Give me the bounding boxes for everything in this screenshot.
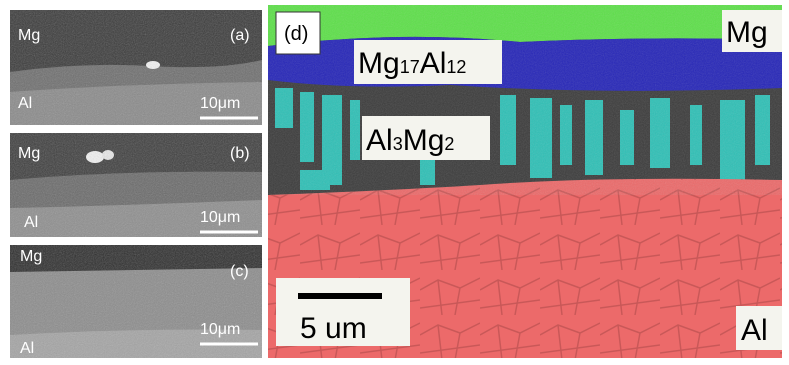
phase-label: Mg [726, 16, 768, 49]
formula-part: Mg [358, 47, 400, 80]
imc-label: Al3Mg2 [366, 124, 454, 157]
formula-part: Mg [403, 124, 445, 157]
panel-label: (d) [284, 23, 308, 45]
formula-sub: 17 [400, 57, 420, 77]
panel-d: (d) Mg Mg17Al12 Al3Mg2 5 um Al [268, 5, 782, 358]
scale-label: 10μm [200, 209, 240, 226]
scale-label: 5 um [300, 312, 367, 345]
panel-c: Mg (c) Al 10μm [10, 245, 262, 358]
formula-part: Al [366, 124, 393, 157]
panel-label: (a) [230, 27, 250, 44]
figure: Mg (a) Al 10μm Mg (b) Al 10μm Mg (c) Al … [0, 0, 789, 365]
phase-label: Al [20, 340, 34, 357]
panel-label: (c) [230, 263, 249, 280]
panel-b: Mg (b) Al 10μm [10, 133, 262, 237]
panel-a: Mg (a) Al 10μm [10, 10, 262, 125]
phase-label: Mg [20, 248, 42, 265]
formula-sub: 2 [444, 134, 454, 154]
scale-label: 10μm [200, 95, 240, 112]
phase-label: Al [24, 214, 38, 231]
phase-label: Mg [18, 27, 40, 44]
formula-sub: 12 [446, 57, 466, 77]
formula-sub: 3 [393, 134, 403, 154]
phase-label: Al [18, 95, 32, 112]
panel-label: (b) [230, 145, 250, 162]
formula-part: Al [420, 47, 447, 80]
scale-label: 10μm [200, 321, 240, 338]
phase-label: Al [741, 314, 768, 347]
phase-label: Mg [18, 145, 40, 162]
